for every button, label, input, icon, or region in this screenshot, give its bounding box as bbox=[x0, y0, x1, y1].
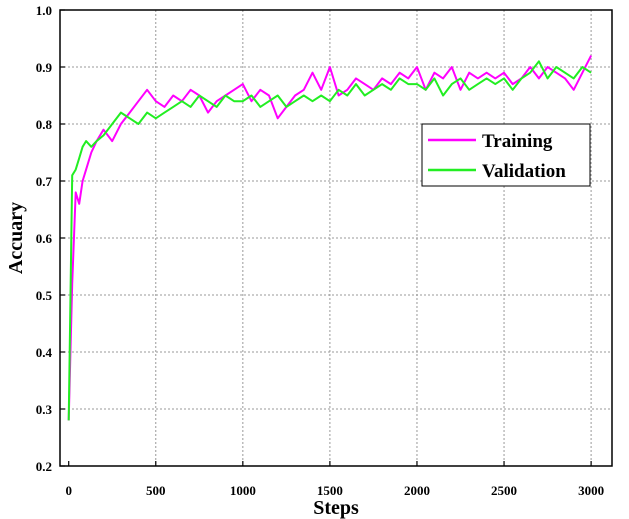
legend-label-training: Training bbox=[482, 131, 553, 152]
x-tick-label: 2500 bbox=[491, 483, 517, 498]
x-tick-label: 2000 bbox=[404, 483, 430, 498]
series-lines bbox=[67, 55, 592, 421]
x-tick-label: 1000 bbox=[230, 483, 256, 498]
series-line-validation bbox=[67, 60, 592, 421]
y-tick-label: 0.2 bbox=[36, 459, 52, 474]
legend-box bbox=[421, 123, 591, 187]
x-tick-label: 3000 bbox=[578, 483, 604, 498]
x-tick-label: 0 bbox=[65, 483, 72, 498]
legend: Training Validation bbox=[421, 123, 591, 187]
y-tick-label: 0.6 bbox=[36, 231, 53, 246]
y-tick-label: 1.0 bbox=[36, 3, 52, 18]
y-tick-label: 0.8 bbox=[36, 117, 53, 132]
y-tick-label: 0.9 bbox=[36, 60, 53, 75]
y-tick-label: 0.7 bbox=[36, 174, 53, 189]
y-tick-label: 0.3 bbox=[36, 402, 53, 417]
x-axis-title: Steps bbox=[313, 497, 359, 519]
x-tick-label: 1500 bbox=[317, 483, 343, 498]
legend-label-validation: Validation bbox=[482, 161, 566, 182]
y-ticks: 0.2 0.3 0.4 0.5 0.6 0.7 0.8 0.9 1.0 bbox=[36, 3, 65, 474]
x-ticks: 0 500 1000 1500 2000 2500 3000 bbox=[65, 461, 604, 498]
x-tick-label: 500 bbox=[146, 483, 166, 498]
y-tick-label: 0.4 bbox=[36, 345, 53, 360]
y-axis-title: Accuary bbox=[5, 202, 27, 274]
y-tick-label: 0.5 bbox=[36, 288, 53, 303]
